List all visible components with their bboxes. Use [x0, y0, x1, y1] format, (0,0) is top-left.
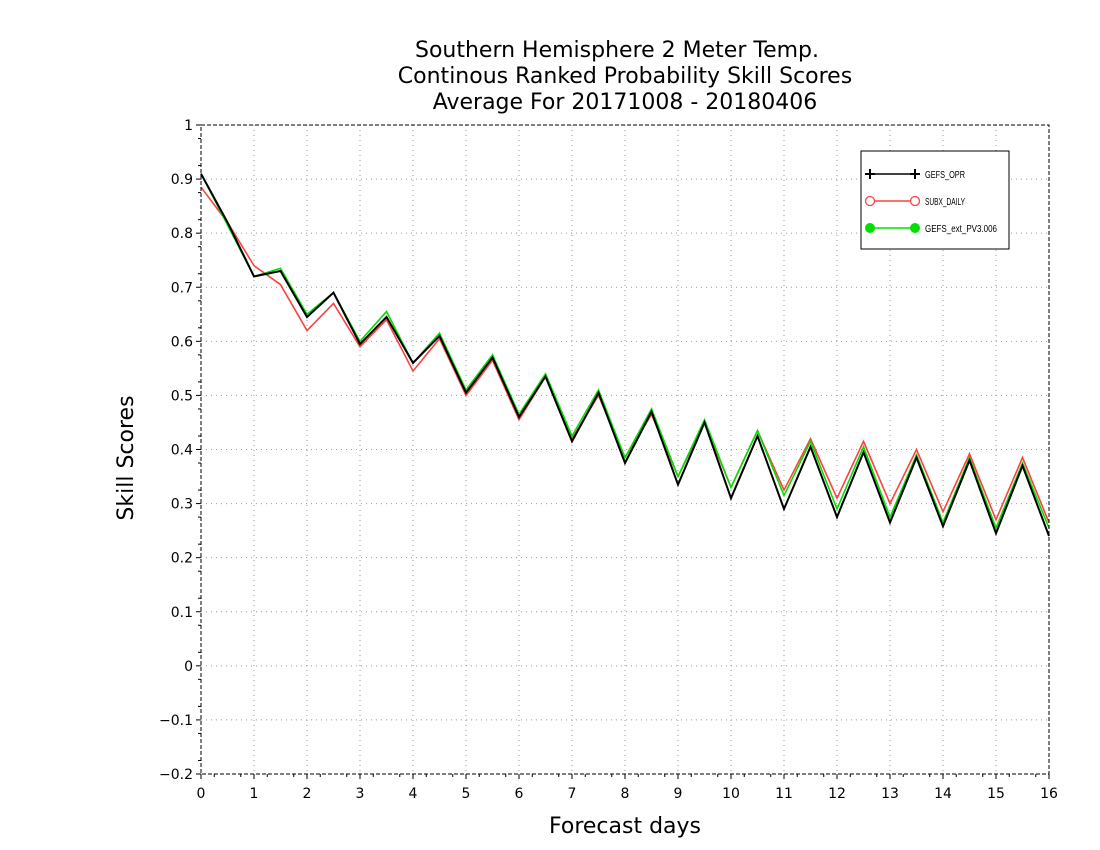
x-tick-label: 15 [987, 786, 1005, 802]
legend-marker-plus [910, 169, 920, 179]
y-tick-label: 0.2 [171, 551, 193, 567]
x-tick-label: 12 [828, 786, 846, 802]
y-axis-label: Skill Scores [114, 395, 139, 520]
legend-marker-filled-circle [865, 223, 875, 233]
legend-marker-plus [865, 169, 875, 179]
x-tick-label: 8 [621, 786, 630, 802]
x-tick-label: 7 [568, 786, 577, 802]
legend-marker-open-circle [864, 195, 876, 207]
grid [201, 125, 1049, 774]
y-tick-label: 0.5 [171, 388, 193, 404]
y-tick-label: 0.7 [171, 280, 193, 296]
legend-label: GEFS_OPR [925, 170, 965, 181]
x-tick-label: 11 [775, 786, 793, 802]
x-axis: 0 1 2 3 4 5 6 7 8 9 10 11 12 13 14 15 16 [197, 774, 1058, 802]
y-tick-label: 1 [184, 118, 193, 134]
y-tick-label: 0.4 [171, 443, 193, 459]
chart-title: Southern Hemisphere 2 Meter Temp. Contin… [398, 38, 852, 115]
legend-marker-open-circle [909, 195, 921, 207]
x-tick-label: 4 [409, 786, 418, 802]
y-tick-label: −0.1 [159, 713, 193, 729]
legend-label: GEFS_ext_PV3.006 [925, 224, 997, 235]
y-tick-label: 0 [184, 659, 193, 675]
legend-marker-filled-circle [910, 223, 920, 233]
x-tick-label: 3 [356, 786, 365, 802]
y-tick-label: 0.8 [171, 226, 193, 242]
x-axis-label: Forecast days [549, 814, 701, 839]
y-axis: 1 0.9 0.8 0.7 0.6 0.5 0.4 0.3 0.2 0.1 0 −0.1 −0.2 [159, 118, 201, 783]
x-tick-label: 0 [197, 786, 206, 802]
legend-box [860, 150, 1010, 250]
title-line-3: Average For 20171008 - 20180406 [433, 90, 818, 115]
legend: GEFS_OPR SUBX_DAILY GEFS_ext_PV3.006 [860, 150, 1010, 250]
x-tick-label: 10 [722, 786, 740, 802]
x-tick-label: 14 [934, 786, 952, 802]
x-tick-label: 5 [462, 786, 471, 802]
y-tick-label: 0.9 [171, 172, 193, 188]
x-tick-label: 9 [674, 786, 683, 802]
x-tick-label: 2 [303, 786, 312, 802]
x-tick-label: 13 [881, 786, 899, 802]
y-tick-label: 0.3 [171, 497, 193, 513]
y-tick-label: 0.6 [171, 334, 193, 350]
title-line-2: Continous Ranked Probability Skill Score… [398, 64, 852, 89]
x-tick-label: 16 [1040, 786, 1058, 802]
plot-lines [200, 173, 1050, 537]
y-tick-label: 0.1 [171, 605, 193, 621]
y-tick-label: −0.2 [159, 767, 193, 783]
legend-label: SUBX_DAILY [925, 197, 965, 208]
series-line-gefs-opr [200, 173, 1050, 537]
title-line-1: Southern Hemisphere 2 Meter Temp. [415, 38, 819, 63]
x-tick-label: 1 [250, 786, 259, 802]
x-tick-label: 6 [515, 786, 524, 802]
